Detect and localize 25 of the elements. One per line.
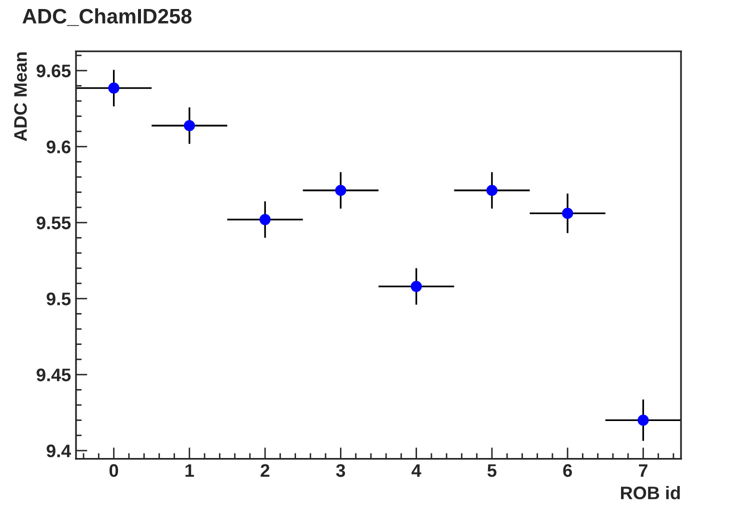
point — [562, 208, 574, 219]
x-tick-label: 4 — [412, 464, 422, 477]
x-tick-label: 1 — [186, 464, 194, 477]
point — [335, 184, 346, 196]
y-tick-label: 9.45 — [36, 368, 71, 382]
y-tick-label: 9.6 — [46, 140, 70, 154]
point — [260, 214, 271, 226]
y-axis-title: ADC Mean — [14, 52, 27, 142]
y-tick-label: 9.55 — [36, 216, 71, 230]
y-tick-label: 9.5 — [46, 292, 71, 306]
x-tick-label: 6 — [563, 464, 572, 477]
x-tick-label: 0 — [110, 464, 118, 477]
y-tick-label: 9.4 — [46, 444, 72, 458]
point — [638, 414, 649, 426]
point — [410, 280, 422, 292]
x-tick-label: 5 — [487, 464, 496, 477]
x-tick-label: 3 — [336, 464, 346, 477]
x-tick-label: 2 — [260, 464, 270, 477]
point — [184, 120, 195, 132]
chart-title: ADC_ChamID258 — [22, 8, 192, 26]
point — [108, 82, 120, 94]
point — [486, 184, 498, 196]
y-tick-label: 9.65 — [36, 64, 71, 78]
x-tick-label: 7 — [638, 464, 648, 477]
x-axis-title: ROB id — [621, 486, 680, 500]
